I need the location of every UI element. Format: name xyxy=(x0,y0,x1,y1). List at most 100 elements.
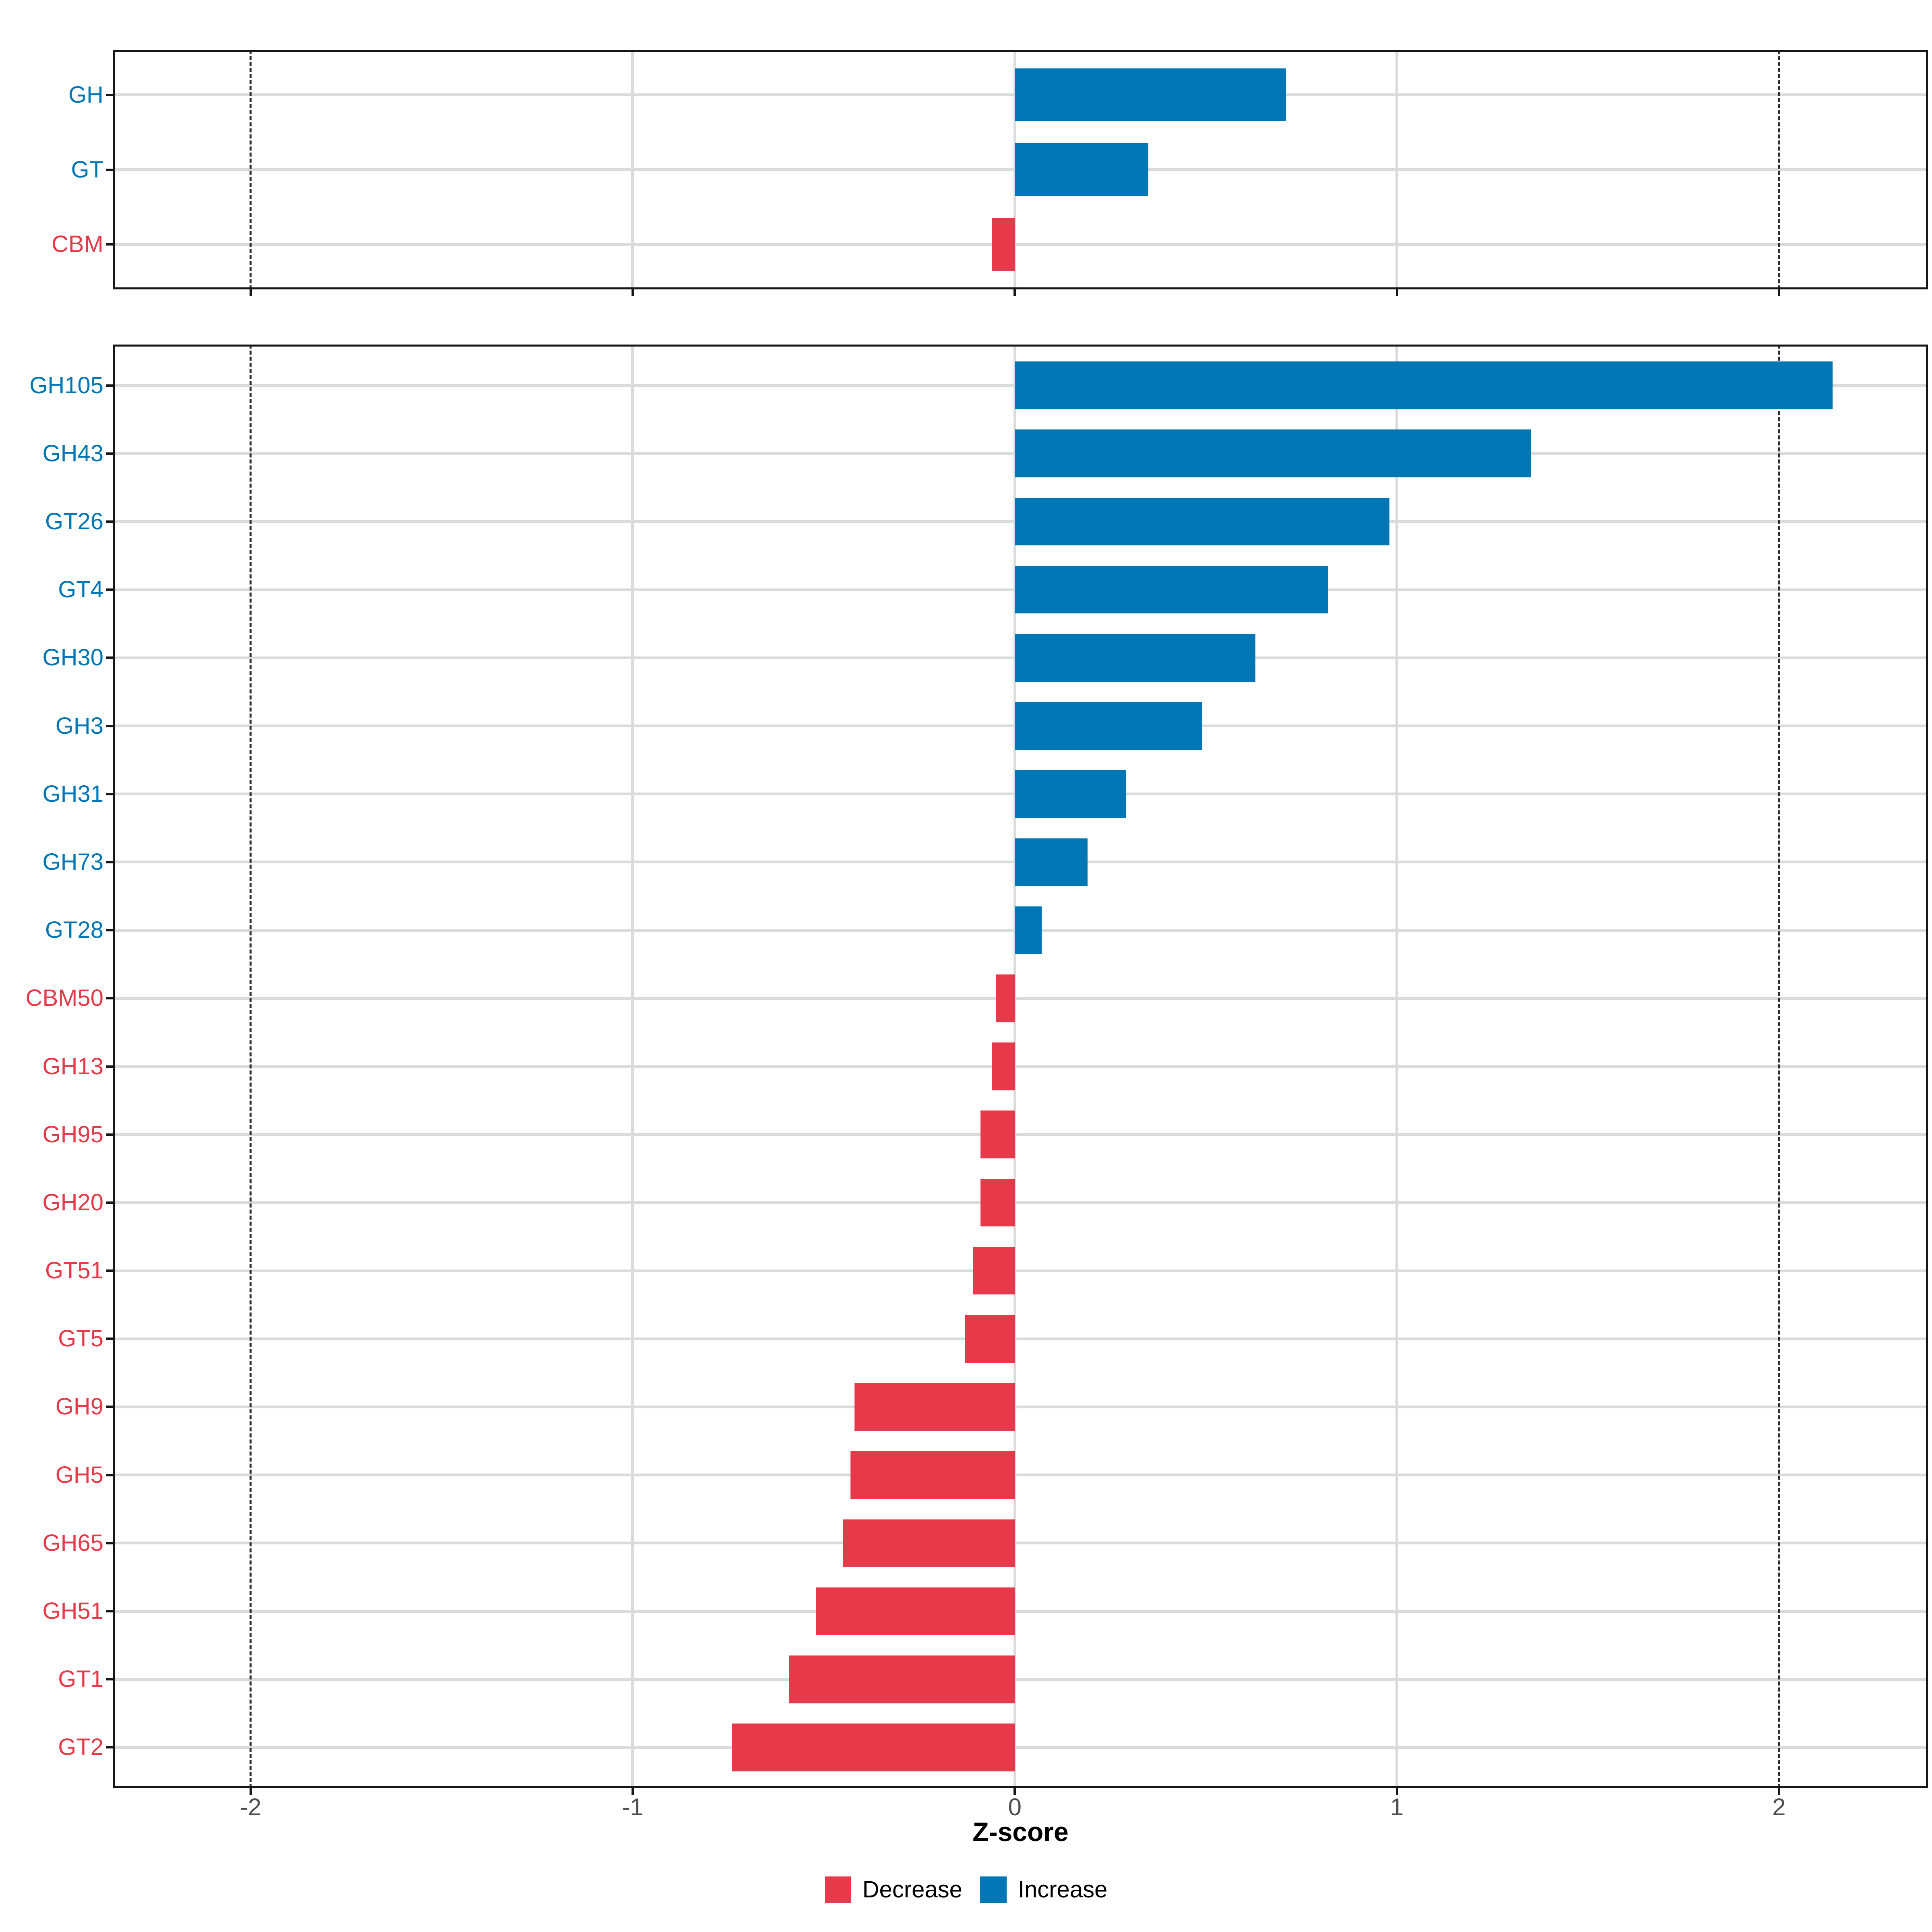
y-tick xyxy=(106,588,113,591)
category-label-GH65: GH65 xyxy=(42,1530,103,1556)
category-label-GT26: GT26 xyxy=(45,508,103,535)
y-tick xyxy=(106,929,113,932)
bar-GH5 xyxy=(850,1451,1015,1499)
gridline-h xyxy=(113,997,1928,1000)
y-tick xyxy=(106,1065,113,1068)
y-tick xyxy=(106,861,113,863)
category-label-GH5: GH5 xyxy=(55,1461,103,1488)
x-tick-label-2: 2 xyxy=(1772,1794,1786,1821)
bar-GT26 xyxy=(1015,497,1389,546)
y-tick xyxy=(106,1610,113,1613)
legend-item-decrease: Decrease xyxy=(824,1876,962,1903)
category-label-GT2: GT2 xyxy=(58,1734,103,1761)
category-label-GH51: GH51 xyxy=(42,1598,103,1624)
gridline-h xyxy=(113,1133,1928,1136)
y-tick xyxy=(106,1338,113,1340)
gridline-v xyxy=(1395,50,1399,289)
y-tick xyxy=(106,724,113,727)
gridline-h xyxy=(113,243,1928,246)
gridline-h xyxy=(113,1746,1928,1749)
bar-GH105 xyxy=(1015,361,1833,409)
gridline-v xyxy=(631,345,634,1788)
bar-GH9 xyxy=(854,1383,1015,1431)
gridline-h xyxy=(113,1405,1928,1408)
legend-label-decrease: Decrease xyxy=(862,1876,962,1903)
category-label-GH43: GH43 xyxy=(42,440,103,466)
x-tick xyxy=(1013,1788,1016,1795)
x-tick-label--1: -1 xyxy=(622,1794,644,1821)
y-tick xyxy=(106,1678,113,1681)
y-tick xyxy=(106,384,113,387)
bar-GT4 xyxy=(1015,566,1328,614)
gridline-h xyxy=(113,1610,1928,1613)
y-tick xyxy=(106,1406,113,1408)
gridline-v xyxy=(1395,345,1399,1788)
bar-GH xyxy=(1015,68,1286,121)
category-label-GT28: GT28 xyxy=(45,917,103,943)
bar-GT xyxy=(1015,143,1149,196)
category-label-GT1: GT1 xyxy=(58,1666,103,1693)
x-tick xyxy=(1777,1788,1780,1795)
y-tick xyxy=(106,1542,113,1544)
gridline-v xyxy=(1013,345,1016,1788)
bar-GH31 xyxy=(1015,770,1126,818)
y-tick xyxy=(106,520,113,523)
bar-GH20 xyxy=(980,1179,1015,1227)
category-label-GH31: GH31 xyxy=(42,780,103,807)
x-tick xyxy=(1395,289,1398,296)
gridline-h xyxy=(113,1201,1928,1204)
bar-GT51 xyxy=(972,1247,1015,1295)
gridline-h xyxy=(113,1474,1928,1477)
bar-GH43 xyxy=(1015,429,1531,477)
bar-CBM xyxy=(992,218,1015,271)
gridline-h xyxy=(113,1065,1928,1068)
x-tick xyxy=(249,1788,252,1795)
y-tick xyxy=(106,1474,113,1476)
legend-swatch-increase xyxy=(980,1876,1007,1903)
category-label-GH9: GH9 xyxy=(55,1393,103,1420)
bar-GH30 xyxy=(1015,634,1256,682)
category-label-GT5: GT5 xyxy=(58,1325,103,1352)
bar-GT5 xyxy=(965,1315,1015,1363)
bar-GH65 xyxy=(843,1519,1015,1567)
legend-item-increase: Increase xyxy=(980,1876,1107,1903)
y-tick xyxy=(106,1269,113,1272)
refline-dashed xyxy=(1778,50,1780,289)
bar-GH13 xyxy=(992,1042,1015,1090)
refline-dashed xyxy=(250,345,252,1788)
x-axis-title: Z-score xyxy=(972,1817,1069,1847)
legend: Decrease Increase xyxy=(0,1876,1932,1903)
refline-dashed xyxy=(1778,345,1780,1788)
category-label-GH3: GH3 xyxy=(55,712,103,739)
bar-GH3 xyxy=(1015,702,1202,750)
category-label-GH30: GH30 xyxy=(42,644,103,671)
x-tick xyxy=(249,289,252,296)
category-label-GH95: GH95 xyxy=(42,1121,103,1148)
category-label-GH73: GH73 xyxy=(42,848,103,875)
gridline-h xyxy=(113,1269,1928,1272)
x-tick xyxy=(631,1788,634,1795)
y-tick xyxy=(106,243,113,246)
category-label-GH105: GH105 xyxy=(29,372,103,398)
bar-GH51 xyxy=(816,1587,1015,1635)
y-tick xyxy=(106,793,113,795)
y-tick xyxy=(106,93,113,96)
bar-CBM50 xyxy=(995,974,1015,1022)
category-label-CBM50: CBM50 xyxy=(25,985,103,1011)
category-label-GH20: GH20 xyxy=(42,1189,103,1216)
y-tick xyxy=(106,1746,113,1749)
gridline-v xyxy=(631,50,634,289)
x-tick xyxy=(1777,289,1780,296)
x-tick xyxy=(1013,289,1016,296)
legend-label-increase: Increase xyxy=(1018,1876,1108,1903)
bar-GT1 xyxy=(789,1655,1015,1703)
summary-panel xyxy=(113,50,1928,289)
bar-GH73 xyxy=(1015,838,1088,886)
y-tick xyxy=(106,452,113,455)
detail-panel xyxy=(113,345,1928,1788)
x-tick xyxy=(631,289,634,296)
category-label-GT51: GT51 xyxy=(45,1257,103,1284)
category-label-GH13: GH13 xyxy=(42,1053,103,1080)
gridline-h xyxy=(113,1337,1928,1340)
